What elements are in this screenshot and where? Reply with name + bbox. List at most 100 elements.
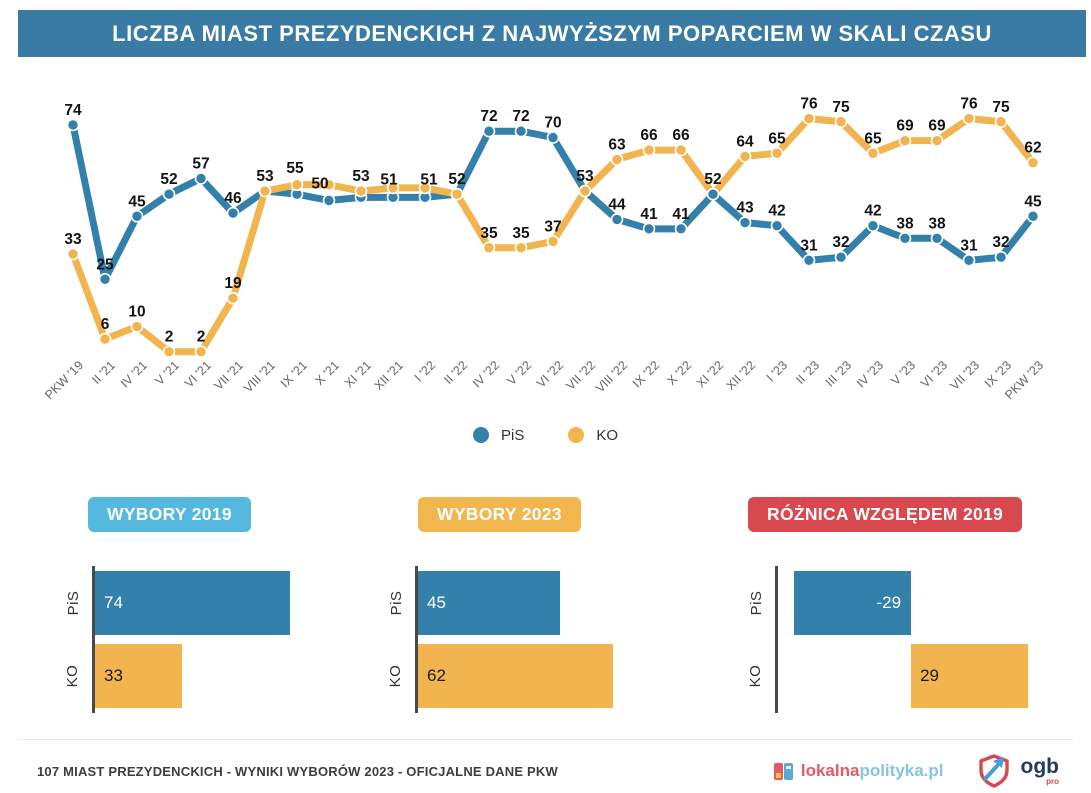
chart-badge: WYBORY 2023 (418, 497, 581, 532)
data-point-pis (162, 187, 176, 201)
data-point-pis (994, 250, 1008, 264)
bar-value: -29 (876, 593, 902, 612)
value-label-ko: 76 (960, 96, 978, 113)
data-point-ko (290, 178, 304, 192)
bar-row-label: KO (746, 664, 764, 688)
x-tick-label: II '21 (89, 358, 118, 387)
data-point-ko (322, 178, 336, 192)
data-point-pis (130, 209, 144, 223)
data-point-pis (738, 216, 752, 229)
data-point-pis (1026, 209, 1040, 223)
x-tick-label: II '22 (441, 358, 470, 387)
bar-row-label: PiS (64, 590, 82, 616)
bar-ko: 33 (95, 644, 182, 708)
data-point-pis (866, 219, 880, 232)
legend-item-pis: PiS (472, 427, 524, 444)
data-point-ko (98, 332, 112, 346)
data-point-pis (226, 206, 240, 220)
bar-value: 74 (104, 593, 123, 612)
data-point-ko (354, 184, 368, 198)
logo-text-lokalna: lokalna (800, 761, 860, 780)
legend-label-ko: KO (596, 426, 619, 444)
value-label-ko: 66 (672, 127, 690, 144)
data-point-pis (834, 250, 848, 264)
bar-chart: PiS 74 KO 33 (64, 566, 290, 713)
data-point-ko (226, 291, 240, 305)
bar-row-label: PiS (387, 590, 405, 616)
bar-chart: PiS -29 KO 29 (747, 566, 1028, 713)
x-tick-label: XII '21 (371, 358, 406, 393)
bar-chart: PiS 45 KO 62 (387, 566, 613, 713)
value-label-ko: 37 (544, 218, 561, 235)
ogb-shield-icon (978, 754, 1009, 788)
value-label-ko: 66 (640, 127, 658, 144)
data-point-pis (802, 254, 816, 267)
data-point-ko (1026, 156, 1040, 169)
bar-charts-row: WYBORY 2019 PiS 74 KO 33 WYBO (0, 497, 1091, 713)
value-label-ko: 69 (928, 118, 946, 135)
data-point-pis (322, 194, 336, 207)
data-point-pis (674, 222, 688, 236)
x-tick-label: IV '22 (470, 358, 502, 390)
x-tick-label: VII '21 (211, 358, 246, 393)
value-label-ko: 33 (64, 231, 82, 248)
data-point-pis (514, 124, 528, 138)
value-label-pis: 25 (96, 256, 114, 273)
x-tick-label: I '22 (412, 358, 438, 384)
data-point-ko (450, 187, 464, 201)
bar-row-ko: KO 33 (64, 644, 290, 708)
bar-ko: 29 (911, 644, 1028, 708)
data-point-pis (194, 172, 208, 185)
value-label-ko: 6 (101, 316, 110, 333)
value-label-pis: 72 (512, 108, 529, 125)
data-point-ko (162, 345, 176, 359)
data-point-pis (482, 124, 496, 138)
legend-item-ko: KO (568, 427, 618, 444)
ko-legend-dot-icon (568, 427, 585, 443)
value-label-ko: 75 (992, 99, 1010, 116)
value-label-pis: 43 (736, 200, 754, 217)
x-tick-label: V '23 (888, 358, 918, 388)
chart-legend: PiS KO (0, 423, 1091, 447)
value-label-ko: 53 (352, 168, 370, 185)
data-point-ko (770, 146, 784, 160)
bar-pis: 74 (95, 571, 290, 635)
data-point-ko (482, 241, 496, 255)
bar-row-pis: PiS -29 (748, 571, 1028, 635)
x-tick-label: III '23 (823, 358, 854, 389)
x-tick-label: IV '23 (854, 358, 886, 390)
value-label-ko: 65 (864, 130, 882, 147)
x-tick-label: VIII '21 (241, 358, 278, 395)
value-label-ko: 35 (480, 225, 498, 242)
x-tick-label: IX '21 (278, 358, 310, 390)
value-label-ko: 10 (128, 304, 145, 321)
x-tick-label: XI '22 (694, 358, 726, 390)
data-point-ko (418, 181, 432, 195)
value-label-ko: 2 (165, 329, 174, 346)
data-point-ko (898, 134, 912, 147)
value-label-pis: 31 (800, 237, 818, 254)
value-label-ko: 62 (1024, 140, 1041, 157)
data-point-pis (98, 272, 112, 286)
value-label-pis: 46 (224, 190, 242, 207)
x-tick-label: II '23 (793, 358, 822, 387)
data-point-ko (834, 115, 848, 129)
data-point-pis (546, 131, 560, 144)
data-point-ko (866, 146, 880, 160)
data-point-ko (930, 134, 944, 147)
data-point-ko (514, 241, 528, 255)
x-tick-label: X '22 (664, 358, 694, 388)
value-label-pis: 52 (160, 171, 177, 188)
bar-value: 33 (104, 666, 123, 685)
data-point-ko (642, 143, 656, 157)
logo-text-ogb: ogb (1020, 755, 1059, 778)
data-point-ko (738, 150, 752, 163)
bar-pis: 45 (418, 571, 560, 635)
bar-row-pis: PiS 74 (65, 571, 290, 635)
x-tick-label: V '22 (504, 358, 534, 388)
bar-value: 62 (427, 666, 446, 685)
data-point-ko (802, 112, 816, 125)
value-label-pis: 41 (640, 206, 658, 223)
data-point-pis (962, 254, 976, 267)
value-label-pis: 50 (311, 176, 328, 193)
